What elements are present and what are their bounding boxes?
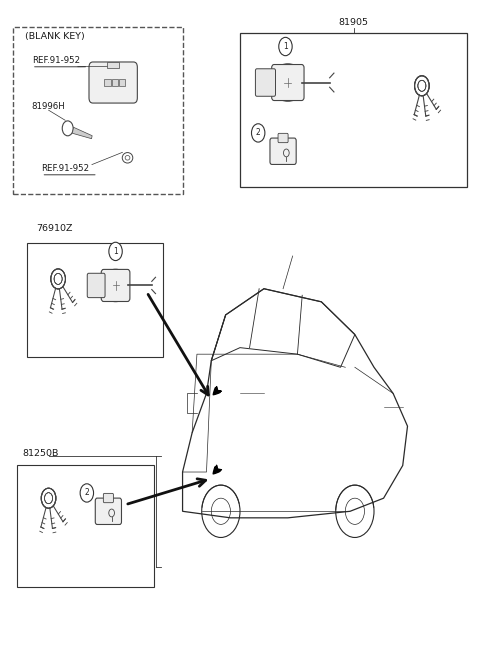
Text: REF.91-952: REF.91-952 xyxy=(32,56,80,66)
FancyBboxPatch shape xyxy=(87,274,105,298)
Ellipse shape xyxy=(108,295,123,302)
Text: 1: 1 xyxy=(283,42,288,51)
FancyBboxPatch shape xyxy=(278,133,288,142)
Bar xyxy=(27,243,163,358)
Circle shape xyxy=(80,483,94,502)
Circle shape xyxy=(279,37,292,56)
FancyBboxPatch shape xyxy=(95,498,121,525)
FancyBboxPatch shape xyxy=(255,69,276,96)
Text: REF.91-952: REF.91-952 xyxy=(41,165,89,173)
Circle shape xyxy=(109,242,122,260)
Ellipse shape xyxy=(279,64,297,72)
FancyBboxPatch shape xyxy=(270,138,296,165)
FancyBboxPatch shape xyxy=(101,270,130,302)
Text: 76910Z: 76910Z xyxy=(36,224,73,233)
Text: 2: 2 xyxy=(256,129,261,137)
Text: 81250B: 81250B xyxy=(22,449,59,458)
Bar xyxy=(104,79,111,87)
Text: 81905: 81905 xyxy=(339,18,369,27)
Bar xyxy=(12,27,182,194)
Bar xyxy=(17,466,154,586)
Ellipse shape xyxy=(279,93,297,102)
Text: 2: 2 xyxy=(84,489,89,497)
Polygon shape xyxy=(72,127,92,138)
Ellipse shape xyxy=(108,269,123,276)
Bar xyxy=(111,79,118,87)
Text: 81996H: 81996H xyxy=(32,102,66,111)
FancyBboxPatch shape xyxy=(89,62,137,103)
FancyBboxPatch shape xyxy=(103,493,113,502)
Bar xyxy=(240,33,468,187)
Text: 1: 1 xyxy=(113,247,118,256)
Bar xyxy=(119,79,125,87)
Bar xyxy=(107,62,119,68)
Circle shape xyxy=(252,124,265,142)
Text: (BLANK KEY): (BLANK KEY) xyxy=(24,32,84,41)
FancyBboxPatch shape xyxy=(272,64,304,100)
